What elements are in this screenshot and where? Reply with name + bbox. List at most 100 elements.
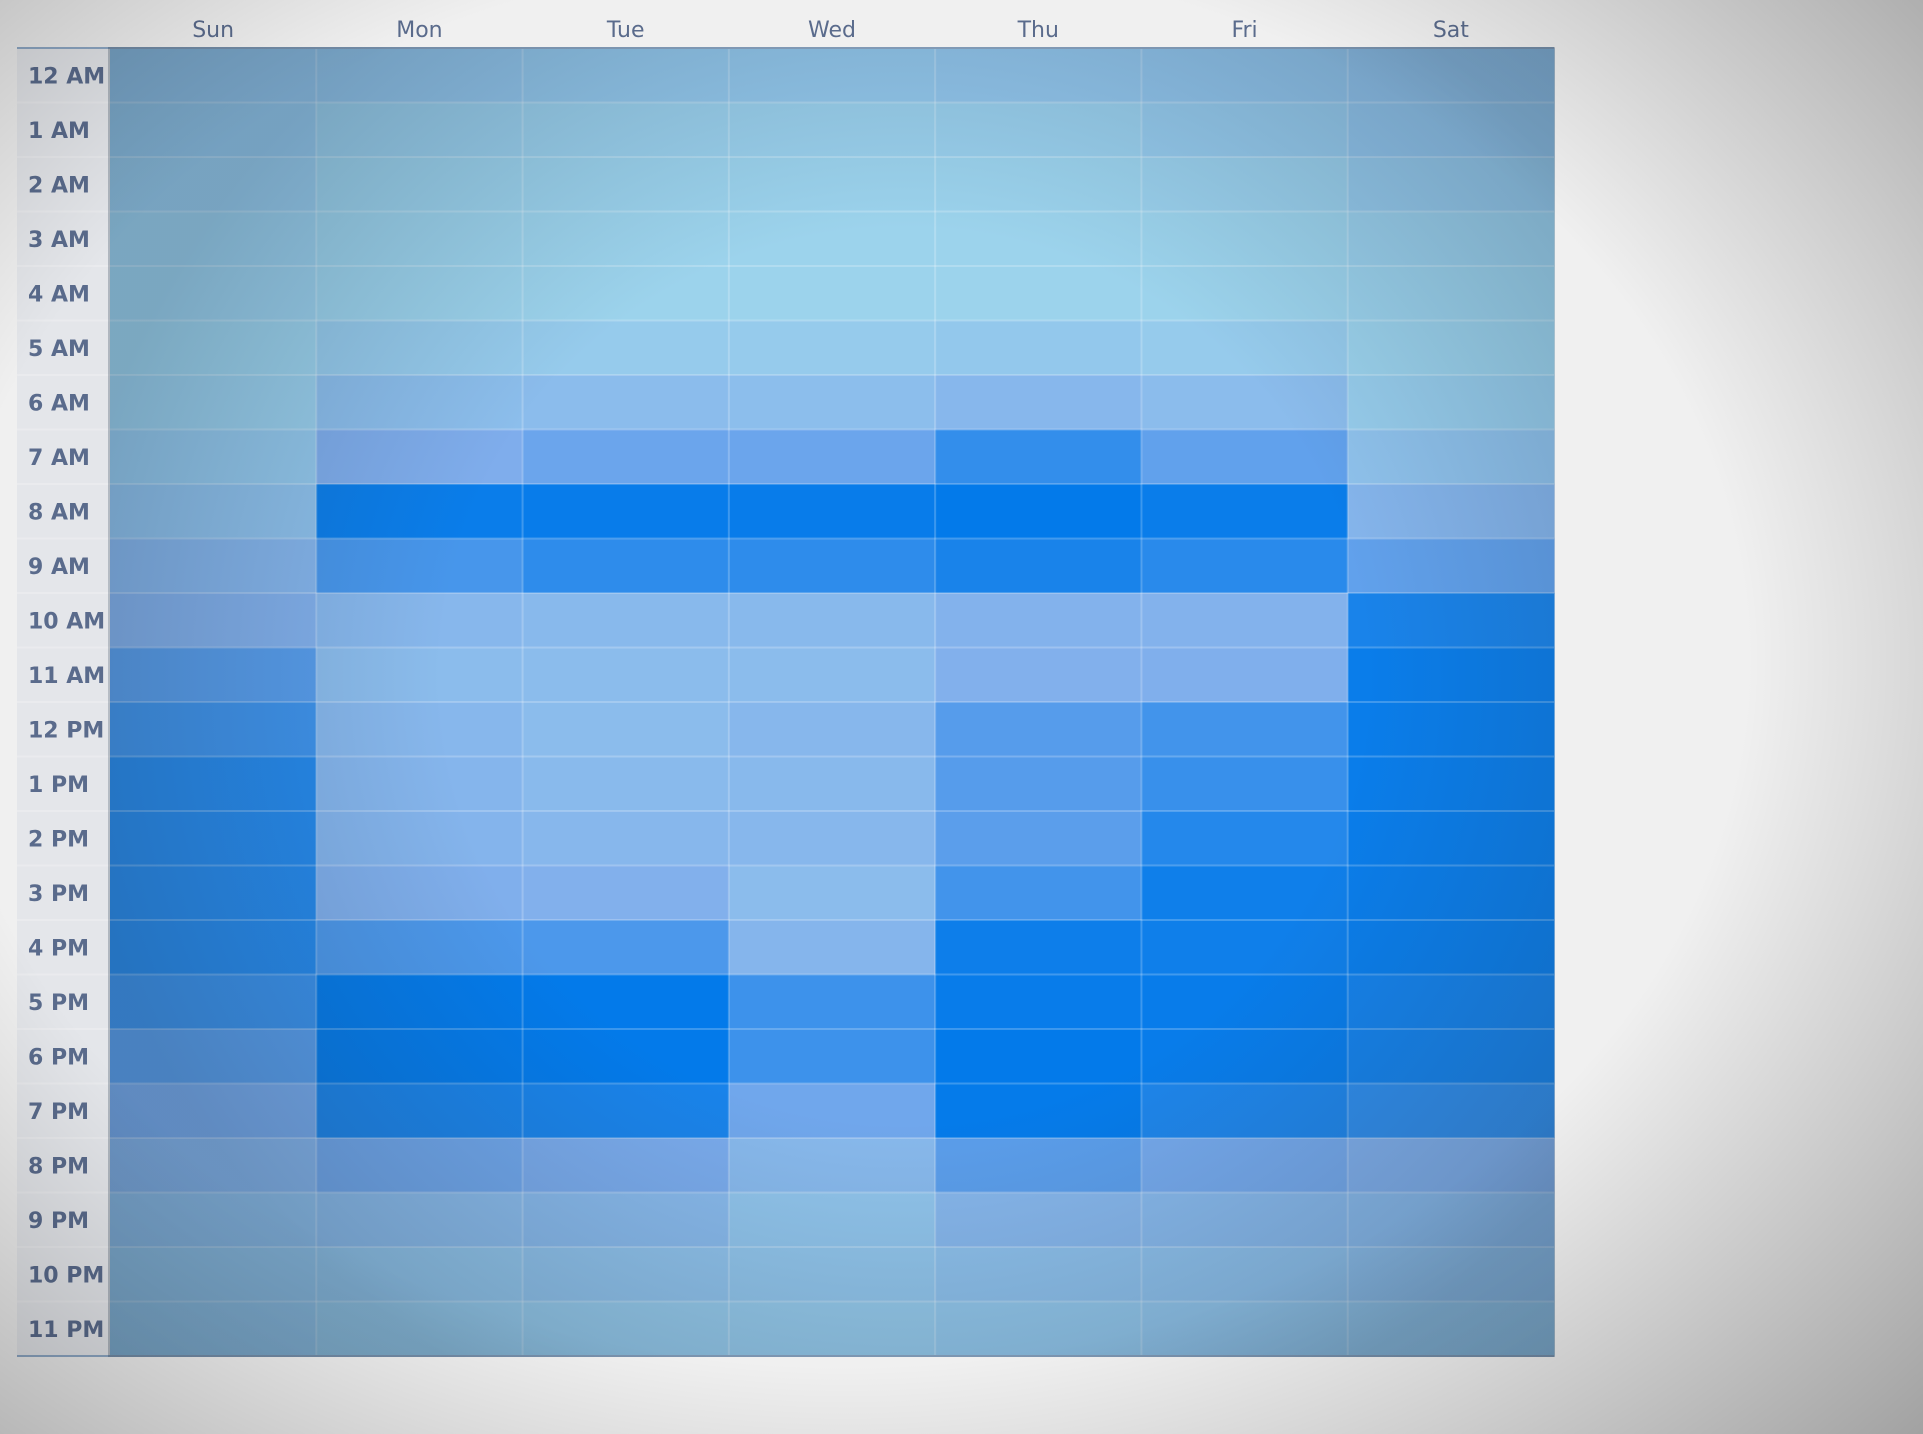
heatmap-cell xyxy=(728,266,936,321)
heatmap-cell xyxy=(1141,429,1349,485)
heatmap-cells xyxy=(110,48,1555,1357)
heatmap-cell xyxy=(935,1029,1142,1084)
heatmap-cell xyxy=(1141,1138,1349,1193)
heatmap-cell xyxy=(728,1247,936,1302)
heatmap-cell xyxy=(316,702,524,757)
heatmap-cell xyxy=(110,1029,317,1084)
heatmap-cell xyxy=(935,429,1142,485)
row-label: 5 PM xyxy=(28,991,89,1016)
heatmap-cell xyxy=(522,702,730,757)
heatmap-cell xyxy=(1141,375,1349,430)
heatmap-cell xyxy=(110,865,317,921)
heatmap-cell xyxy=(935,920,1142,975)
row-label: 9 AM xyxy=(28,555,90,580)
heatmap-cell xyxy=(316,1138,524,1193)
heatmap-cell xyxy=(728,865,936,921)
column-labels: Sun Mon Tue Wed Thu Fri Sat xyxy=(192,18,1469,43)
heatmap-cell xyxy=(935,647,1142,703)
heatmap-cell xyxy=(1141,1301,1349,1357)
heatmap-cell xyxy=(316,1083,524,1139)
heatmap-cell xyxy=(935,811,1142,866)
heatmap-cell xyxy=(728,1192,936,1248)
heatmap-cell xyxy=(110,48,317,103)
heatmap-cell xyxy=(522,211,730,267)
heatmap-cell xyxy=(1347,974,1555,1030)
heatmap-cell xyxy=(522,102,730,158)
heatmap-cell xyxy=(935,1192,1142,1248)
row-label: 8 AM xyxy=(28,500,90,525)
heatmap-cell xyxy=(935,974,1142,1030)
row-label: 7 PM xyxy=(28,1100,89,1125)
heatmap-cell xyxy=(316,1247,524,1302)
row-label-gutter xyxy=(17,48,110,1356)
heatmap-cell xyxy=(1347,811,1555,866)
heatmap-cell xyxy=(935,266,1142,321)
heatmap-cell xyxy=(110,593,317,648)
row-label: 2 AM xyxy=(28,173,90,198)
heatmap-cell xyxy=(728,48,936,103)
column-label: Tue xyxy=(606,18,645,43)
heatmap-cell xyxy=(1347,484,1555,539)
heatmap-cell xyxy=(522,266,730,321)
heatmap-cell xyxy=(1141,484,1349,539)
row-labels: 12 AM 1 AM 2 AM 3 AM 4 AM 5 AM 6 AM 7 AM 8 AM 9 A… xyxy=(28,64,105,1343)
column-label: Mon xyxy=(396,18,442,43)
heatmap-cell xyxy=(110,1083,317,1139)
heatmap-cell xyxy=(522,429,730,485)
heatmap-cell xyxy=(316,811,524,866)
heatmap-cell xyxy=(316,865,524,921)
heatmap-cell xyxy=(1347,211,1555,267)
heatmap-cell xyxy=(935,1083,1142,1139)
heatmap-cell xyxy=(522,1138,730,1193)
heatmap-cell xyxy=(728,1029,936,1084)
heatmap-cell xyxy=(728,1301,936,1357)
column-label: Fri xyxy=(1231,18,1257,43)
heatmap-cell xyxy=(316,593,524,648)
heatmap-cell xyxy=(1347,1029,1555,1084)
heatmap-cell xyxy=(110,1301,317,1357)
heatmap-cell xyxy=(728,920,936,975)
heatmap-cell xyxy=(110,157,317,212)
heatmap-cell xyxy=(728,211,936,267)
row-label: 6 AM xyxy=(28,391,90,416)
heatmap-cell xyxy=(1141,811,1349,866)
row-label: 1 PM xyxy=(28,773,89,798)
heatmap-cell xyxy=(316,1301,524,1357)
heatmap-cell xyxy=(316,320,524,376)
heatmap-cell xyxy=(728,974,936,1030)
heatmap-cell xyxy=(110,756,317,812)
row-label: 3 PM xyxy=(28,882,89,907)
heatmap-cell xyxy=(935,593,1142,648)
heatmap-cell xyxy=(1347,593,1555,648)
heatmap-cell xyxy=(728,157,936,212)
heatmap-cell xyxy=(1141,1083,1349,1139)
heatmap-cell xyxy=(1347,48,1555,103)
heatmap-cell xyxy=(1347,375,1555,430)
heatmap-cell xyxy=(1347,1301,1555,1357)
heatmap-cell xyxy=(935,211,1142,267)
heatmap-cell xyxy=(935,320,1142,376)
heatmap-cell xyxy=(1141,1247,1349,1302)
heatmap-cell xyxy=(522,375,730,430)
heatmap-cell xyxy=(728,429,936,485)
heatmap-cell xyxy=(1141,974,1349,1030)
heatmap-cell xyxy=(316,266,524,321)
heatmap-cell xyxy=(110,811,317,866)
heatmap-cell xyxy=(522,1083,730,1139)
row-label: 10 AM xyxy=(28,609,105,634)
heatmap-cell xyxy=(316,1192,524,1248)
heatmap-cell xyxy=(522,756,730,812)
heatmap-cell xyxy=(935,1138,1142,1193)
row-label: 6 PM xyxy=(28,1045,89,1070)
heatmap-cell xyxy=(110,1192,317,1248)
heatmap-cell xyxy=(522,974,730,1030)
heatmap-cell xyxy=(522,1247,730,1302)
heatmap-cell xyxy=(935,157,1142,212)
heatmap-cell xyxy=(1347,102,1555,158)
heatmap-cell xyxy=(935,538,1142,594)
heatmap-cell xyxy=(1347,157,1555,212)
heatmap-cell xyxy=(522,1029,730,1084)
heatmap-cell xyxy=(1141,48,1349,103)
heatmap-cell xyxy=(316,974,524,1030)
heatmap-cell xyxy=(522,1192,730,1248)
